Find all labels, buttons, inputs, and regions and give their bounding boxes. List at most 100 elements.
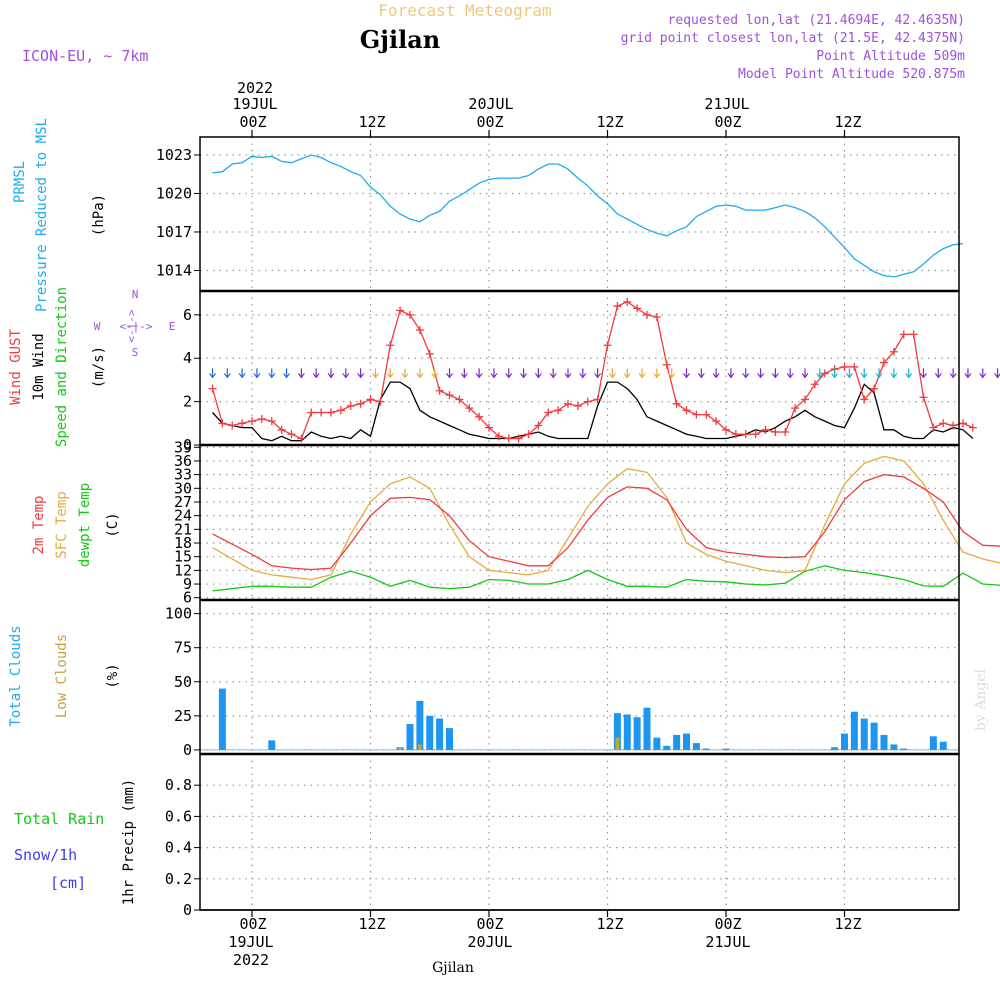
wind-speed-line <box>212 381 974 442</box>
gust-point <box>485 423 493 432</box>
top-date-3: 21JUL <box>704 95 749 113</box>
gust-point <box>307 408 316 417</box>
gust-point <box>662 360 671 369</box>
wind-direction-arrow <box>920 368 927 379</box>
total-cloud-bar <box>722 748 730 750</box>
bottom-tick-2: 12Z <box>358 915 385 933</box>
footer-location: Gjilan <box>432 960 474 976</box>
y-tick-label: 25 <box>174 707 192 725</box>
total-cloud-bar <box>623 714 631 750</box>
y-tick-label: 6 <box>183 589 192 607</box>
wind-direction-arrow <box>312 368 320 379</box>
y-tick-label: 0 <box>183 741 192 759</box>
bottom-year: 2022 <box>233 951 269 969</box>
total-cloud-bar <box>673 734 681 750</box>
y-tick-label: 100 <box>165 605 192 623</box>
y-tick-label: 0.8 <box>165 776 192 794</box>
gust-point <box>583 397 592 406</box>
y-tick-label: 15 <box>174 548 192 566</box>
total-cloud-bar <box>870 722 878 750</box>
y-tick-label: 33 <box>174 466 192 484</box>
gust-point <box>267 417 276 426</box>
wind-direction-arrow <box>608 368 616 379</box>
wind-direction-arrow <box>668 368 676 379</box>
wind-direction-arrow <box>223 368 231 379</box>
gust-point <box>761 425 770 434</box>
gust-point <box>968 423 977 432</box>
gust-point <box>731 430 740 439</box>
wind-direction-arrow <box>905 368 913 379</box>
gust-point <box>406 310 414 319</box>
gust-point <box>929 423 938 432</box>
gust-point <box>425 349 434 358</box>
wind-direction-arrow <box>712 368 720 379</box>
y-tick-label: 1014 <box>156 261 192 279</box>
total-cloud-bar <box>702 748 710 750</box>
gust-point <box>909 330 918 339</box>
gust-point <box>712 417 721 426</box>
compass-we-arrow: <-|-> <box>119 320 152 333</box>
wind-label-2: 10m Wind <box>31 333 47 400</box>
y-tick-label: 18 <box>174 534 192 552</box>
total-cloud-bar <box>633 717 641 750</box>
grid-layer: 1014101710201023024669121518212427303336… <box>156 137 959 919</box>
location-title: Gjilan <box>360 25 440 54</box>
gust-point <box>722 425 730 434</box>
total-cloud-bar <box>900 748 908 750</box>
y-tick-label: 6 <box>183 306 192 324</box>
wind-direction-arrow <box>534 368 542 379</box>
gust-point <box>415 326 424 335</box>
top-tick-4: 12Z <box>596 113 623 131</box>
wind-direction-arrow <box>490 368 498 379</box>
wind-direction-arrow <box>253 368 261 379</box>
y-tick-label: 0 <box>183 436 192 454</box>
y-tick-label: 39 <box>174 438 192 456</box>
sfc-temp-line <box>212 455 1000 581</box>
gust-point <box>317 408 326 417</box>
top-tick-5: 00Z <box>714 113 741 131</box>
wind-direction-arrow <box>742 368 750 379</box>
temp-2m-line <box>212 473 1000 571</box>
requested-coords: requested lon,lat (21.4694E, 42.4635N) <box>668 13 965 28</box>
model-altitude: Model Point Altitude 520.875m <box>738 67 965 82</box>
gust-point <box>652 313 661 322</box>
gust-point <box>949 421 958 430</box>
wind-direction-arrow <box>401 368 409 379</box>
wind-direction-arrow <box>475 368 483 379</box>
gust-point <box>573 401 582 410</box>
y-tick-label: 36 <box>174 452 192 470</box>
compass-ns-arrow: <-|-> <box>125 309 138 342</box>
gust-point <box>544 408 553 417</box>
total-cloud-bar <box>880 734 888 750</box>
wind-label-3: Speed and Direction <box>54 287 70 447</box>
gust-point <box>880 358 888 367</box>
wind-direction-arrow <box>238 368 246 379</box>
y-tick-label: 1020 <box>156 184 192 202</box>
gust-point <box>840 362 849 371</box>
gust-point <box>889 347 898 356</box>
wind-direction-arrow <box>209 368 216 379</box>
panel-frame <box>199 136 960 292</box>
wind-direction-arrow <box>371 368 379 379</box>
wind-direction-arrow <box>268 368 276 379</box>
gust-point <box>919 393 928 402</box>
wind-direction-arrow <box>520 368 528 379</box>
gust-point <box>257 414 266 423</box>
total-cloud-bar <box>436 718 444 750</box>
model-label: ICON-EU, ~ 7km <box>22 47 148 65</box>
snow-label: Snow/1h <box>14 846 77 864</box>
gust-point <box>959 419 967 428</box>
wind-direction-arrow <box>297 368 305 379</box>
bottom-tick-5: 00Z <box>714 915 741 933</box>
gust-point <box>465 404 474 413</box>
rain-label: Total Rain <box>14 810 104 828</box>
total-cloud-bar <box>426 715 434 750</box>
clouds-unit: (%) <box>105 663 121 688</box>
gust-point <box>287 430 296 439</box>
gust-point <box>366 395 375 404</box>
wind-direction-arrow <box>446 368 453 379</box>
wind-direction-arrow <box>564 368 572 379</box>
temp-label-3: dewpt Temp <box>77 483 93 567</box>
total-cloud-bar <box>683 733 690 750</box>
